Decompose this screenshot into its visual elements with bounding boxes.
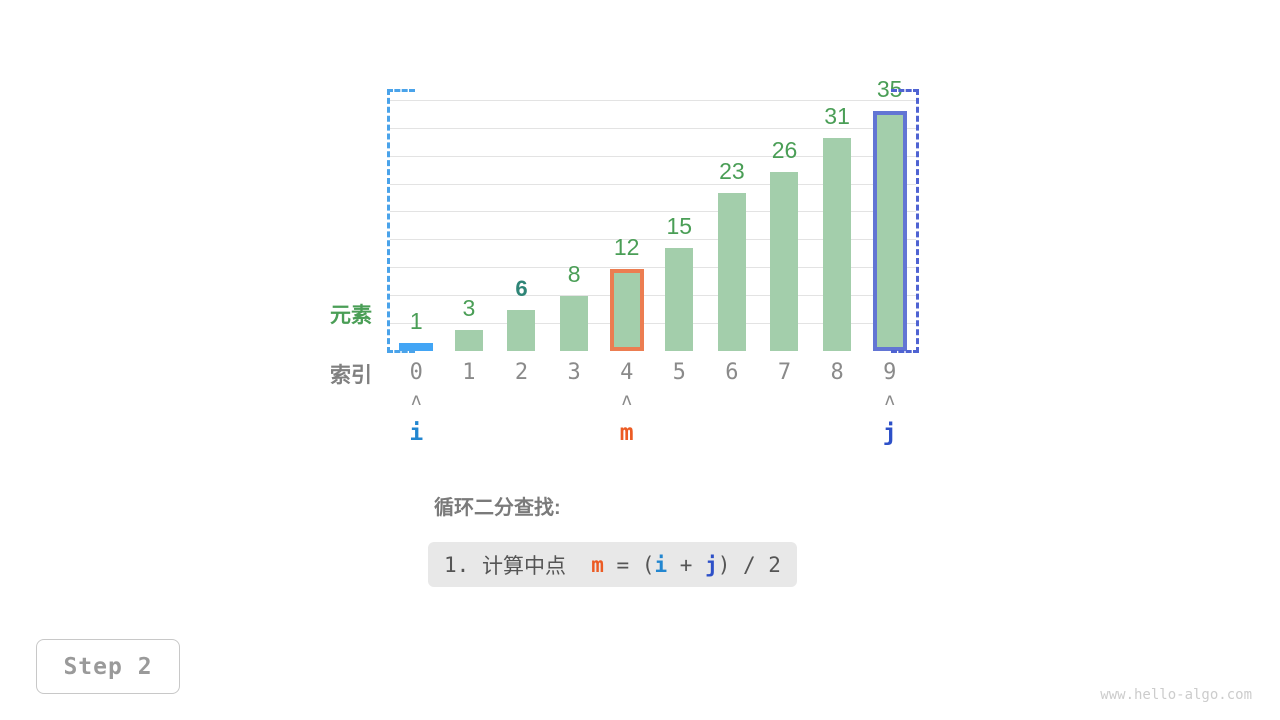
- index-label-2: 2: [514, 360, 529, 385]
- bar: [609, 268, 644, 351]
- bar: [560, 296, 589, 351]
- token-suffix: ) / 2: [717, 552, 781, 577]
- caret-icon: ʌ: [411, 390, 422, 410]
- index-label-5: 5: [672, 360, 686, 385]
- bar-value-label: 23: [719, 158, 745, 185]
- pointer-label-m: m: [619, 420, 634, 446]
- step-text-prefix: 计算中点: [469, 553, 592, 578]
- explanation-step-box: 1. 计算中点 m = (i + j) / 2: [428, 542, 797, 587]
- bar: [872, 110, 907, 351]
- index-label-7: 7: [777, 360, 792, 385]
- bar-slot: 23: [706, 90, 759, 351]
- token-m: m: [591, 552, 604, 577]
- caret-icon: ʌ: [884, 390, 895, 410]
- bar-value-label: 12: [613, 233, 640, 260]
- watermark: www.hello-algo.com: [1100, 687, 1252, 703]
- bar: [665, 247, 694, 351]
- gridline: [390, 128, 916, 129]
- bar-slot: 15: [653, 90, 706, 351]
- bar-value-label: 3: [462, 295, 476, 322]
- bar: [454, 330, 483, 351]
- bar-slot: 31: [811, 90, 864, 351]
- bar-value-label: 1: [409, 308, 423, 334]
- gridline: [390, 211, 916, 212]
- axis-label-index: 索引: [330, 364, 372, 387]
- index-label-4: 4: [620, 360, 634, 385]
- index-label-9: 9: [883, 360, 897, 385]
- caret-icon: ʌ: [621, 390, 632, 410]
- bar: [507, 309, 536, 351]
- token-plus: +: [667, 552, 706, 577]
- bar: [399, 343, 434, 351]
- bar: [823, 138, 852, 351]
- bar-slot: 1: [390, 90, 443, 351]
- bar-slot: 35: [863, 77, 916, 351]
- index-label-0: 0: [409, 360, 423, 385]
- token-i: i: [654, 552, 668, 577]
- explanation-title: 循环二分查找:: [434, 497, 561, 519]
- bar-value-label: 15: [666, 212, 693, 239]
- gridline: [390, 184, 916, 185]
- pointer-label-i: i: [409, 420, 424, 446]
- bar-value-label: 31: [824, 103, 850, 130]
- gridline: [390, 239, 916, 240]
- axis-label-element: 元素: [330, 304, 372, 327]
- token-j: j: [705, 552, 718, 577]
- bar-value-label: 35: [876, 75, 903, 102]
- index-label-6: 6: [725, 360, 739, 385]
- pointer-label-j: j: [882, 420, 897, 446]
- index-label-3: 3: [567, 360, 581, 385]
- gridline: [390, 156, 916, 157]
- index-axis: 0 1 2 3 4 5 6 7 8 9: [390, 362, 916, 392]
- step-badge: Step 2: [36, 639, 180, 694]
- step-number: 1.: [444, 552, 470, 577]
- bar-chart: 1 3 6 8 12 15 23 26 31 35: [390, 77, 916, 351]
- bar-value-label: 8: [567, 261, 581, 288]
- chart-bars: 1 3 6 8 12 15 23 26 31 35: [390, 77, 916, 351]
- bar-value-label: 6: [515, 275, 528, 301]
- bar-slot: 26: [758, 90, 811, 351]
- index-label-1: 1: [462, 360, 476, 385]
- index-label-8: 8: [830, 360, 844, 385]
- gridline: [390, 100, 916, 101]
- bar: [717, 193, 746, 351]
- gridline: [390, 267, 916, 268]
- bar: [770, 172, 799, 351]
- bar-slot: 8: [548, 90, 601, 351]
- bracket-vertical: [916, 89, 919, 353]
- bar-slot: 3: [443, 90, 496, 351]
- token-equals: = (: [603, 552, 655, 577]
- gridline: [390, 323, 916, 324]
- gridline: [390, 295, 916, 296]
- bar-value-label: 26: [771, 137, 798, 164]
- bar-slot: 12: [600, 90, 653, 351]
- bar-slot: 6: [495, 90, 548, 351]
